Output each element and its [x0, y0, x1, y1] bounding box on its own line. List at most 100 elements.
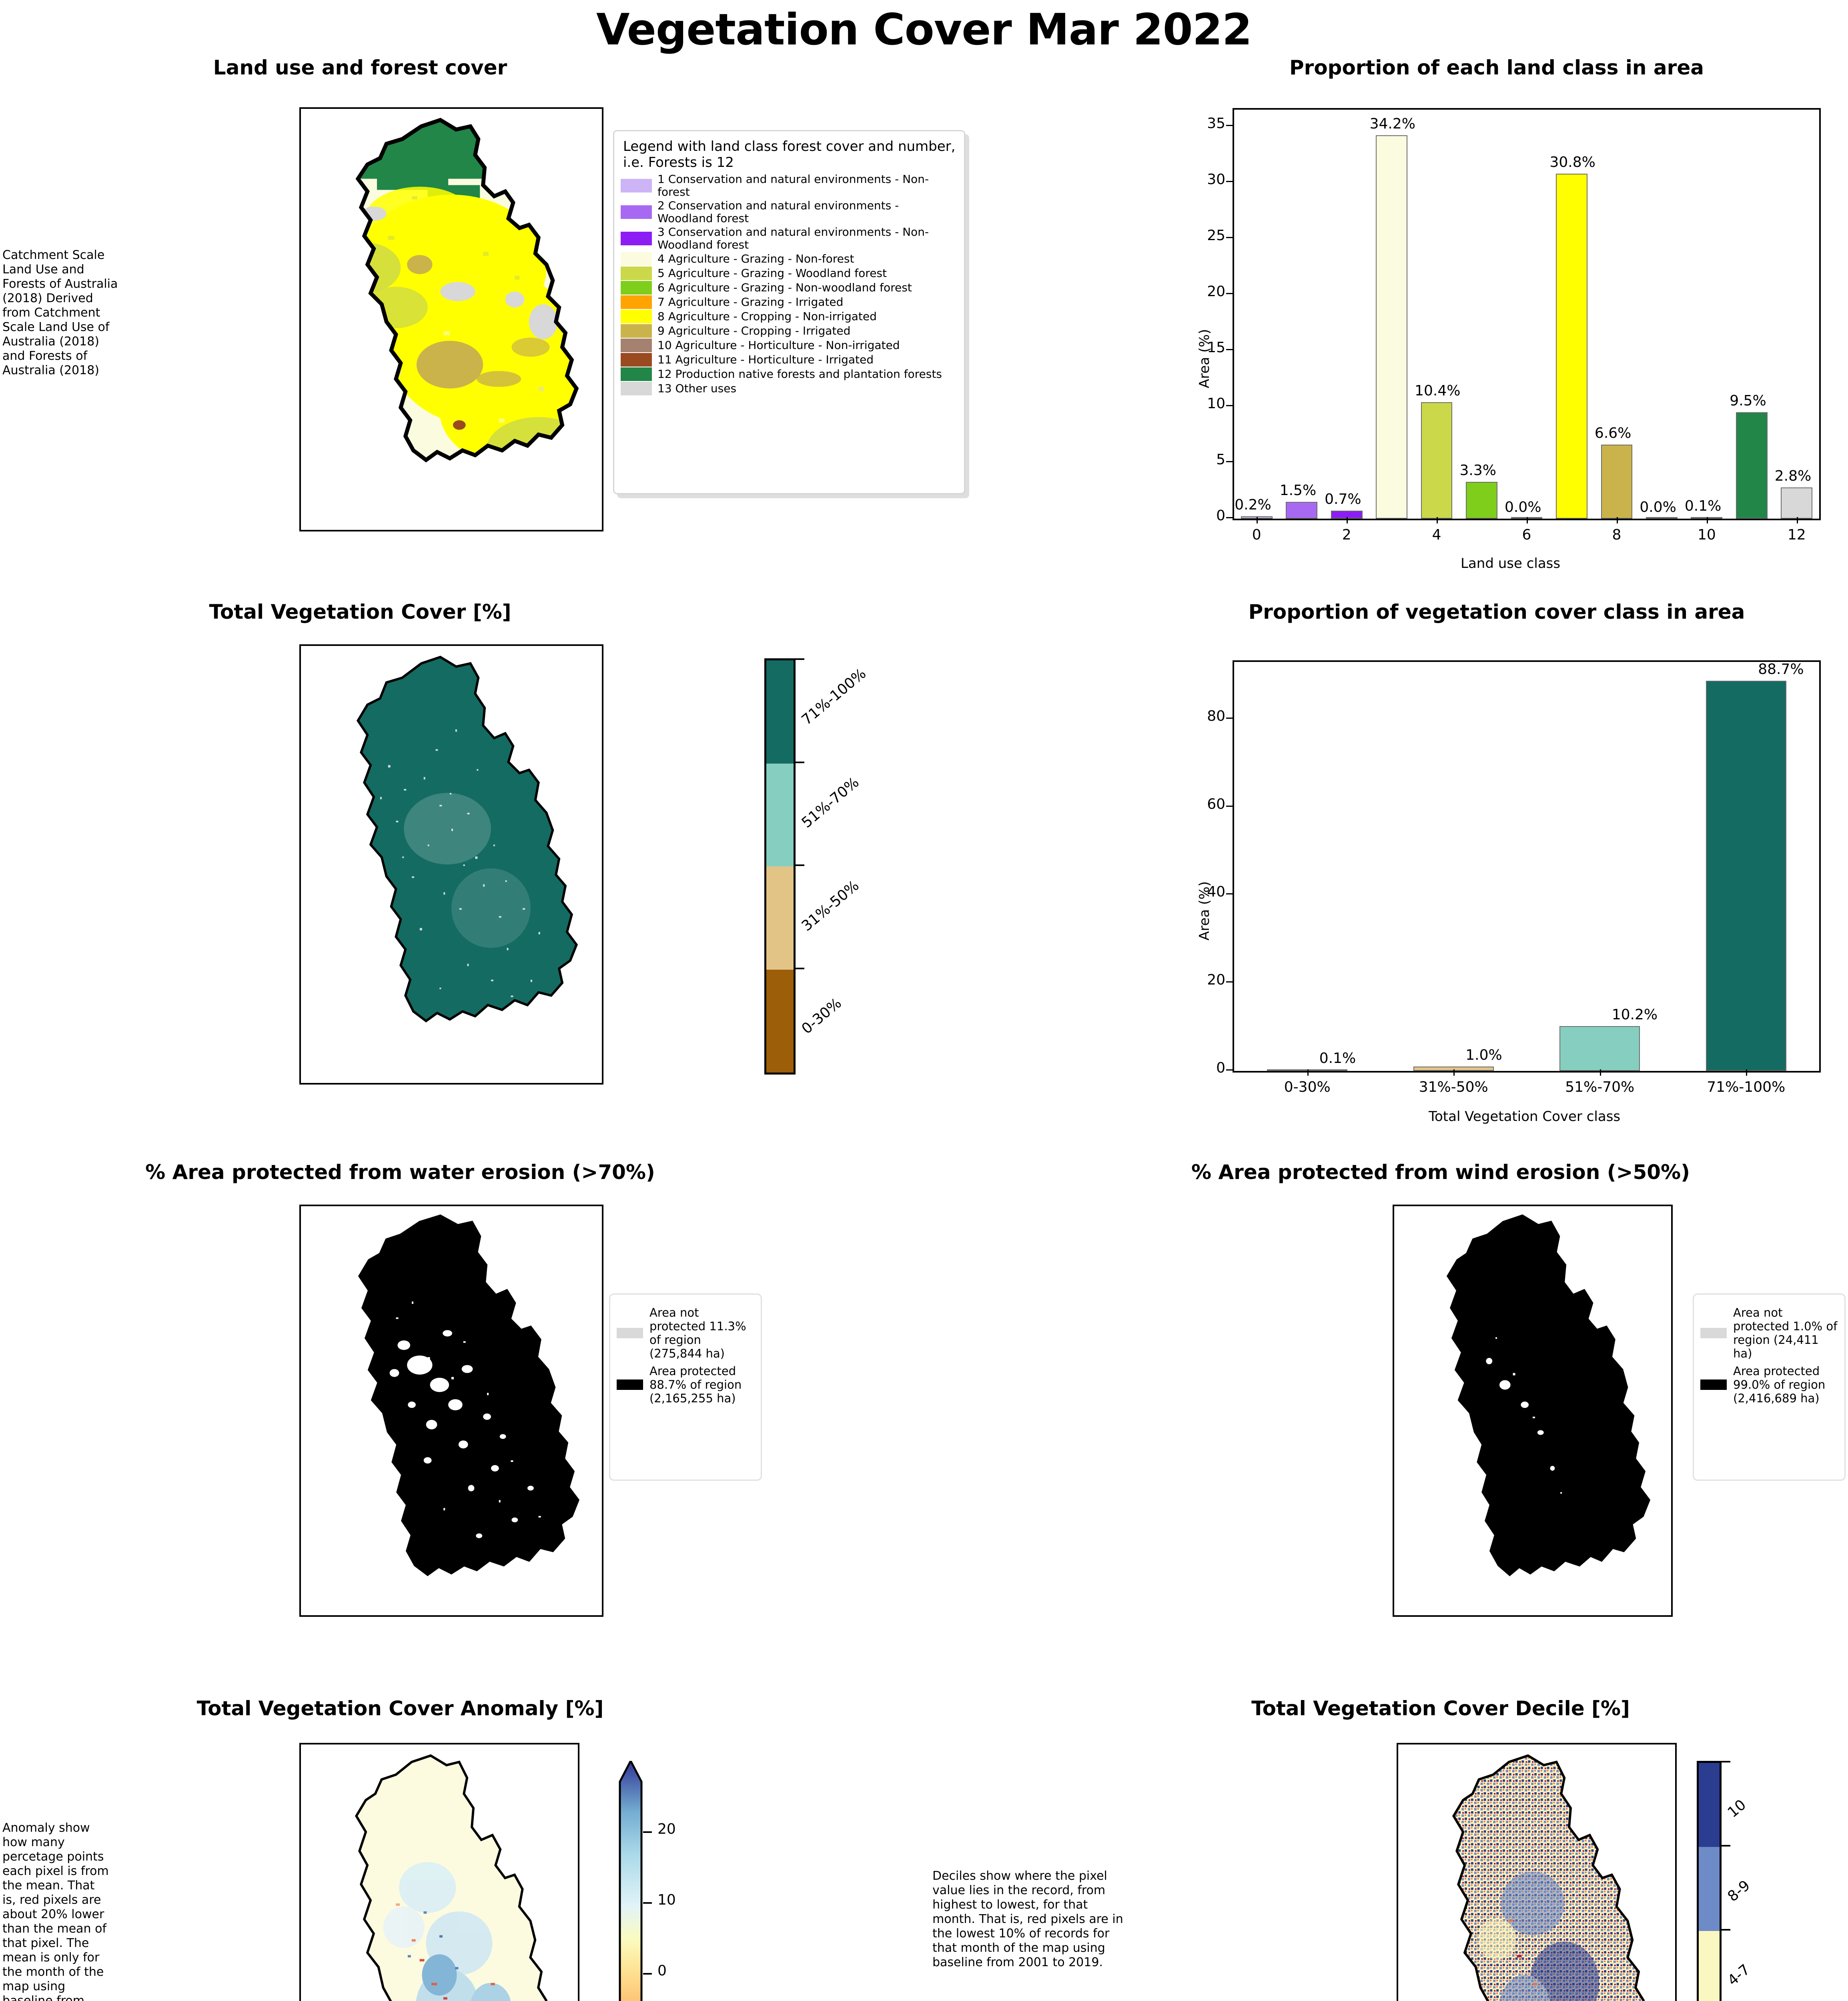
map-tick [299, 1873, 301, 1874]
legend-heading: Legend with land class forest cover and … [623, 138, 956, 170]
legend-item: Area protected 88.7% of region (2,165,25… [617, 1364, 754, 1405]
x-tick-mark [1527, 517, 1528, 523]
legend-label: 7 Agriculture - Grazing - Irrigated [657, 295, 844, 309]
x-tick-mark [1616, 517, 1618, 523]
bar-value-label: 10.2% [1611, 1006, 1658, 1023]
decile-map[interactable] [1397, 1743, 1677, 2001]
y-tick-label: 20 [1207, 283, 1225, 300]
map-tick [1393, 1250, 1394, 1252]
colorbar-tick [1722, 1845, 1730, 1847]
land-use-map[interactable] [299, 107, 603, 531]
wind-erosion-map[interactable] [1393, 1205, 1673, 1617]
x-tick-label: 0 [1252, 527, 1261, 543]
bar[interactable] [1267, 1069, 1348, 1071]
bar[interactable] [1413, 1067, 1494, 1071]
legend-swatch [621, 232, 652, 245]
x-tick-mark [1599, 1069, 1601, 1076]
map-tick [445, 1083, 447, 1085]
bar-value-label: 0.0% [1505, 499, 1541, 515]
bar[interactable] [1646, 517, 1678, 519]
legend-item: Area not protected 1.0% of region (24,41… [1700, 1306, 1838, 1360]
x-tick-label: 71%-100% [1707, 1079, 1786, 1095]
colorbar-tick [796, 761, 804, 763]
bar[interactable] [1511, 517, 1543, 519]
bar[interactable] [1556, 173, 1587, 519]
legend-label: 4 Agriculture - Grazing - Non-forest [657, 252, 854, 265]
bar[interactable] [1706, 681, 1786, 1071]
x-tick-label: 6 [1522, 527, 1531, 543]
veg-cover-region-shape [356, 656, 578, 1023]
wind-erosion-title: % Area protected from wind erosion (>50%… [1191, 1161, 1690, 1184]
bar-value-label: 0.1% [1319, 1050, 1356, 1067]
bar[interactable] [1736, 412, 1768, 519]
bar[interactable] [1559, 1026, 1640, 1071]
y-tick-label: 15 [1207, 339, 1225, 356]
bar-value-label: 0.0% [1640, 499, 1676, 515]
bar[interactable] [1781, 487, 1813, 519]
map-tick [299, 1250, 301, 1252]
bar-value-label: 0.1% [1684, 498, 1722, 514]
veg-cover-chart-title: Proportion of vegetation cover class in … [1248, 600, 1745, 624]
bar[interactable] [1601, 445, 1633, 519]
colorbar-label: 10 [1724, 1796, 1750, 1821]
veg-cover-chart[interactable]: 0.1% 1.0% 10.2% 88.7% 0 20 40 60 80 0-30% 31%-50… [1181, 660, 1829, 1133]
map-tick [299, 1478, 301, 1480]
chart1-ylabel: Area (%) [1197, 329, 1213, 388]
anomaly-map[interactable] [299, 1743, 579, 2001]
x-tick-label: 2 [1342, 527, 1351, 543]
legend-swatch [621, 205, 652, 219]
legend-item: Area protected 99.0% of region (2,416,68… [1700, 1364, 1838, 1405]
x-tick-mark [1347, 517, 1348, 523]
water-erosion-title: % Area protected from water erosion (>70… [145, 1161, 655, 1184]
legend-swatch [621, 324, 652, 338]
legend-item: 11 Agriculture - Horticulture - Irrigate… [621, 353, 958, 367]
colorbar-label: 0-30% [798, 995, 845, 1038]
anomaly-colorbar-svg [619, 1758, 643, 2001]
colorbar-segment [1699, 1931, 1720, 2001]
map-tick [299, 1554, 301, 1556]
water-erosion-map[interactable] [299, 1205, 603, 1617]
map-tick [299, 1402, 301, 1404]
bar[interactable] [1466, 481, 1497, 519]
colorbar-label: 10 [657, 1891, 676, 1908]
land-use-source-caption: Catchment Scale Land Use and Forests of … [2, 248, 118, 377]
map-tick [299, 854, 301, 856]
legend-swatch [621, 339, 652, 352]
bar[interactable] [1376, 135, 1407, 519]
veg-cover-map[interactable] [299, 644, 603, 1085]
x-tick-mark [1706, 517, 1708, 523]
decile-colorbar-labels: 108-94-72-31 [1722, 1761, 1842, 2001]
land-class-chart-title: Proportion of each land class in area [1289, 56, 1704, 79]
map-tick [299, 934, 301, 936]
chart2-bar-group: 0.1% 1.0% 10.2% 88.7% [1234, 661, 1819, 1071]
legend-item: Area not protected 11.3% of region (275,… [617, 1306, 754, 1360]
legend-label: 11 Agriculture - Horticulture - Irrigate… [657, 353, 874, 366]
y-tick-mark [1226, 1069, 1233, 1071]
bar-value-label: 88.7% [1758, 661, 1804, 678]
legend-swatch [621, 295, 652, 309]
wind-erosion-legend: Area not protected 1.0% of region (24,41… [1693, 1293, 1846, 1481]
bar[interactable] [1286, 502, 1318, 519]
map-tick [1397, 1792, 1398, 1794]
colorbar-segment [766, 660, 794, 764]
legend-label: Area protected 99.0% of region (2,416,68… [1733, 1364, 1826, 1405]
legend-item: 5 Agriculture - Grazing - Woodland fores… [621, 267, 958, 280]
legend-item: 2 Conservation and natural environments … [621, 199, 958, 225]
legend-item: 7 Agriculture - Grazing - Irrigated [621, 295, 958, 309]
x-tick-mark [1796, 517, 1798, 523]
land-class-chart[interactable]: 0.2% 1.5% 0.7% 34.2% 10.4% 3.3% 0.0% 30.8% 6.6% 0… [1181, 108, 1829, 580]
bar[interactable] [1421, 402, 1453, 519]
colorbar-label: 8-9 [1724, 1877, 1754, 1905]
land-use-map-title: Land use and forest cover [213, 56, 507, 79]
map-tick [525, 1615, 527, 1617]
x-tick-mark [1453, 1069, 1455, 1076]
legend-label: Area not protected 1.0% of region (24,41… [1733, 1306, 1838, 1360]
y-tick-label: 35 [1207, 115, 1225, 132]
y-tick-label: 0 [1216, 507, 1225, 524]
colorbar-tick [643, 1902, 652, 1904]
decile-title: Total Vegetation Cover Decile [%] [1251, 1697, 1630, 1720]
bar-value-label: 30.8% [1549, 154, 1595, 170]
legend-swatch [621, 367, 652, 381]
